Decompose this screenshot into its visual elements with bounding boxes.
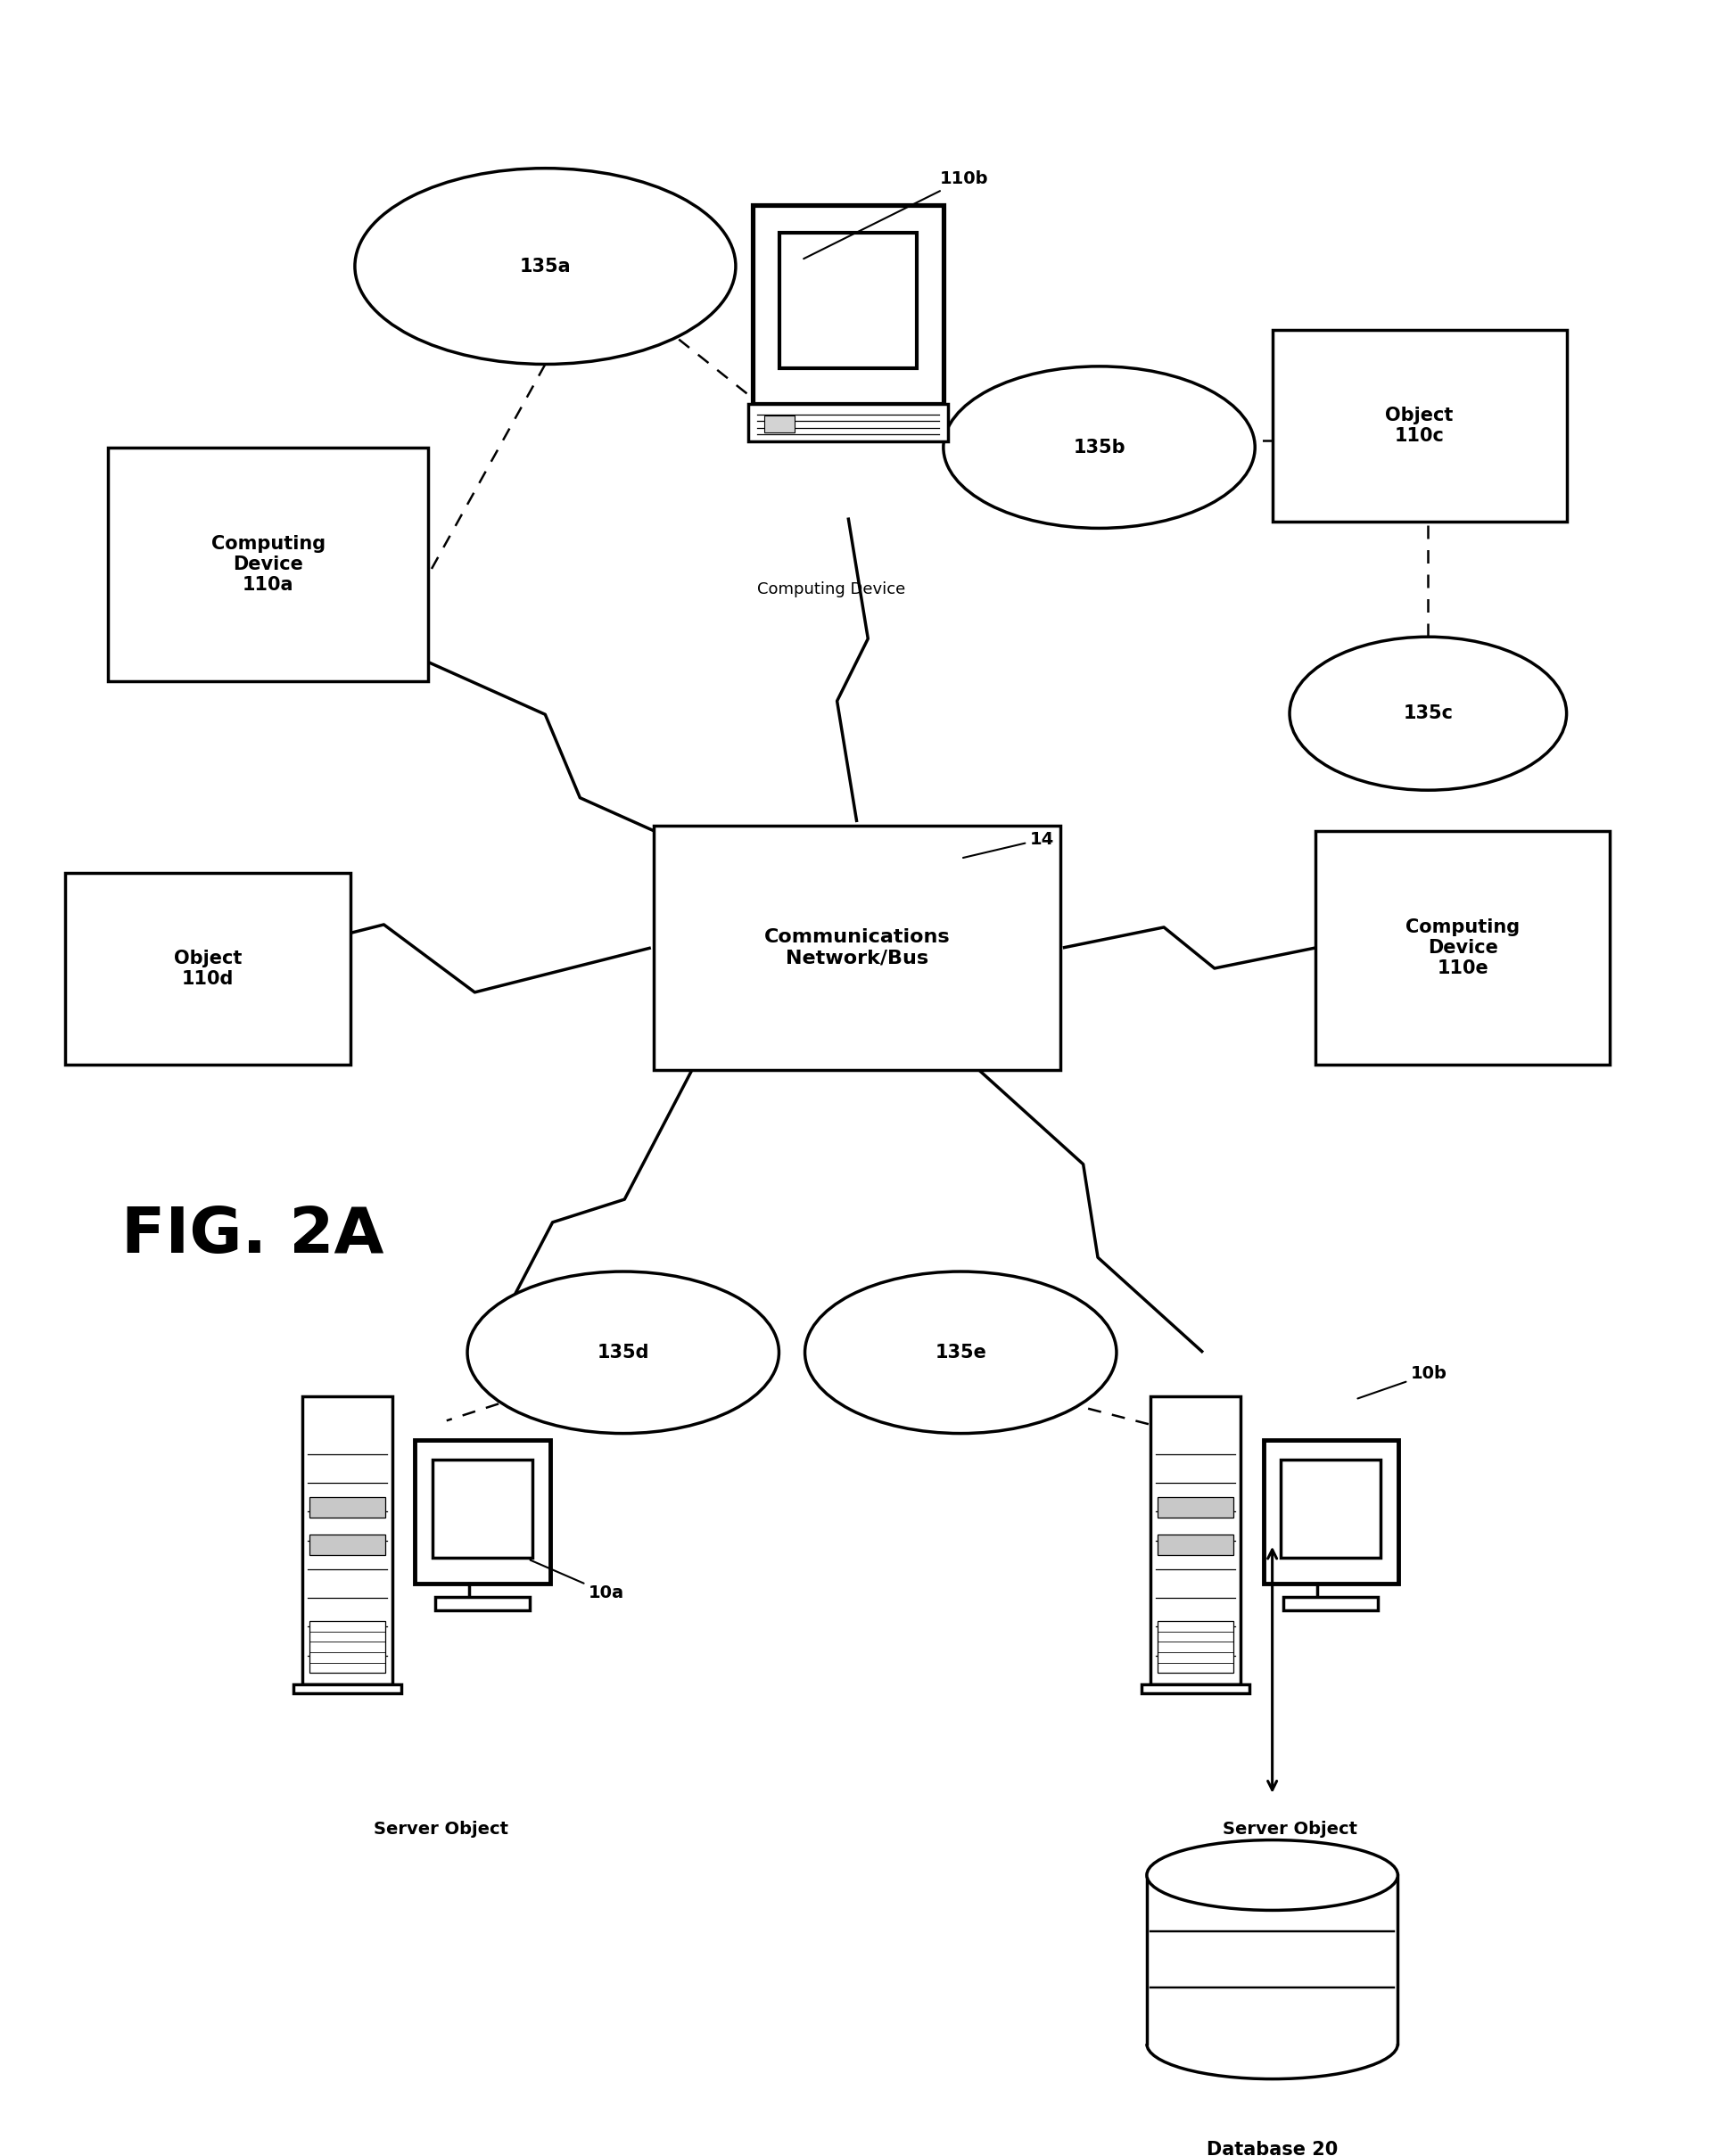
Text: Computing
Device
110a: Computing Device 110a bbox=[211, 535, 325, 595]
FancyBboxPatch shape bbox=[654, 826, 1059, 1069]
FancyBboxPatch shape bbox=[1158, 1496, 1234, 1518]
FancyBboxPatch shape bbox=[1151, 1397, 1241, 1684]
Text: 14: 14 bbox=[962, 830, 1054, 858]
Ellipse shape bbox=[1146, 1839, 1397, 1910]
FancyBboxPatch shape bbox=[1264, 1440, 1399, 1585]
Text: 135e: 135e bbox=[935, 1343, 987, 1360]
FancyBboxPatch shape bbox=[763, 416, 795, 431]
Text: 135c: 135c bbox=[1404, 705, 1452, 722]
Text: Database 20: Database 20 bbox=[1207, 2141, 1338, 2156]
Text: FIG. 2A: FIG. 2A bbox=[121, 1205, 384, 1266]
Text: Object
110d: Object 110d bbox=[173, 951, 242, 987]
Text: 10a: 10a bbox=[530, 1561, 625, 1602]
Ellipse shape bbox=[355, 168, 736, 364]
FancyBboxPatch shape bbox=[310, 1621, 386, 1673]
Ellipse shape bbox=[805, 1272, 1116, 1434]
Ellipse shape bbox=[467, 1272, 779, 1434]
Text: Server Object: Server Object bbox=[1222, 1822, 1357, 1837]
FancyBboxPatch shape bbox=[1272, 330, 1567, 522]
FancyBboxPatch shape bbox=[415, 1440, 550, 1585]
FancyBboxPatch shape bbox=[748, 403, 949, 442]
Text: Computing Device: Computing Device bbox=[756, 582, 905, 597]
FancyBboxPatch shape bbox=[433, 1460, 533, 1557]
FancyBboxPatch shape bbox=[1283, 1598, 1378, 1611]
Ellipse shape bbox=[943, 367, 1255, 528]
FancyBboxPatch shape bbox=[1316, 830, 1610, 1065]
FancyBboxPatch shape bbox=[310, 1496, 386, 1518]
FancyBboxPatch shape bbox=[1281, 1460, 1381, 1557]
Text: 10b: 10b bbox=[1357, 1365, 1447, 1399]
FancyBboxPatch shape bbox=[107, 446, 428, 681]
FancyBboxPatch shape bbox=[64, 873, 350, 1065]
Text: 135d: 135d bbox=[597, 1343, 649, 1360]
FancyBboxPatch shape bbox=[1158, 1535, 1234, 1554]
FancyBboxPatch shape bbox=[436, 1598, 530, 1611]
FancyBboxPatch shape bbox=[1158, 1621, 1234, 1673]
FancyBboxPatch shape bbox=[294, 1684, 402, 1692]
Text: 110b: 110b bbox=[803, 170, 988, 259]
Bar bbox=[1146, 1876, 1399, 2044]
Text: 135b: 135b bbox=[1073, 438, 1125, 457]
Text: Computing
Device
110e: Computing Device 110e bbox=[1406, 918, 1520, 977]
FancyBboxPatch shape bbox=[779, 233, 917, 369]
FancyBboxPatch shape bbox=[1142, 1684, 1250, 1692]
Text: 135a: 135a bbox=[519, 257, 571, 276]
Ellipse shape bbox=[1290, 636, 1567, 791]
FancyBboxPatch shape bbox=[753, 205, 943, 403]
Text: Server Object: Server Object bbox=[374, 1822, 509, 1837]
FancyBboxPatch shape bbox=[310, 1535, 386, 1554]
FancyBboxPatch shape bbox=[303, 1397, 393, 1684]
Text: Communications
Network/Bus: Communications Network/Bus bbox=[763, 929, 950, 968]
Text: Object
110c: Object 110c bbox=[1385, 407, 1454, 446]
